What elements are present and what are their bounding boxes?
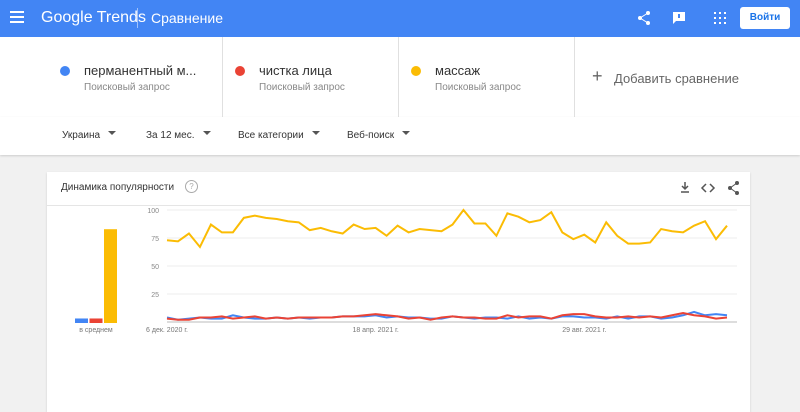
add-icon[interactable]: + bbox=[592, 66, 603, 86]
header: Google Trends Сравнение Войти bbox=[0, 0, 800, 37]
share-icon[interactable] bbox=[728, 181, 739, 195]
y-tick-label: 75 bbox=[151, 236, 159, 243]
download-icon[interactable] bbox=[681, 182, 689, 193]
line bbox=[166, 208, 728, 249]
term-name: перманентный м... bbox=[84, 63, 197, 78]
embed-icon[interactable] bbox=[700, 183, 716, 193]
term-card[interactable]: массаж Поисковый запрос bbox=[399, 37, 575, 117]
x-tick-label: 18 апр. 2021 г. bbox=[352, 327, 398, 334]
filter[interactable]: Украина bbox=[62, 130, 116, 141]
filters-bar: Украина За 12 мес. Все категории Веб-пои… bbox=[0, 117, 800, 155]
x-tick-label: 6 дек. 2020 г. bbox=[146, 327, 188, 334]
bar bbox=[104, 229, 117, 323]
y-tick-label: 25 bbox=[151, 292, 159, 299]
term-dot bbox=[411, 66, 421, 76]
x-tick-label: 29 авг. 2021 г. bbox=[562, 327, 606, 334]
term-card[interactable]: чистка лица Поисковый запрос bbox=[223, 37, 399, 117]
add-comparison[interactable]: Добавить сравнение bbox=[614, 71, 740, 86]
sign-in-button[interactable]: Войти bbox=[740, 7, 790, 29]
line bbox=[166, 312, 728, 321]
term-subtitle: Поисковый запрос bbox=[259, 82, 345, 93]
divider bbox=[137, 8, 138, 28]
term-subtitle: Поисковый запрос bbox=[84, 82, 170, 93]
help-icon[interactable]: ? bbox=[185, 180, 198, 193]
term-subtitle: Поисковый запрос bbox=[435, 82, 521, 93]
section-title: Сравнение bbox=[151, 10, 223, 26]
bar bbox=[75, 318, 88, 323]
apps-icon[interactable] bbox=[714, 12, 726, 24]
y-tick-label: 50 bbox=[151, 264, 159, 271]
chart-card: Динамика популярности ? в среднем 25 50 75 1… bbox=[47, 172, 750, 412]
chart: в среднем 25 50 75 100 6 дек. 2020 г. 18 апр. … bbox=[75, 208, 737, 334]
feedback-icon[interactable] bbox=[672, 11, 686, 25]
term-name: массаж bbox=[435, 63, 481, 78]
x-tick-label: в среднем bbox=[79, 327, 113, 334]
card-actions bbox=[681, 181, 739, 195]
filter[interactable]: Все категории bbox=[238, 130, 320, 141]
term-dot bbox=[235, 66, 245, 76]
term-dot bbox=[60, 66, 70, 76]
filter[interactable]: За 12 мес. bbox=[146, 130, 211, 141]
terms-bar: перманентный м... Поисковый запрос чистка… bbox=[0, 37, 800, 118]
divider bbox=[47, 205, 750, 206]
share-icon[interactable] bbox=[636, 10, 652, 26]
card-title: Динамика популярности bbox=[61, 182, 175, 193]
term-name: чистка лица bbox=[259, 63, 332, 78]
logo[interactable]: Google Trends bbox=[41, 9, 146, 26]
bar bbox=[89, 318, 103, 323]
y-tick-label: 100 bbox=[147, 208, 159, 215]
menu-icon[interactable] bbox=[10, 11, 24, 23]
filter[interactable]: Веб-поиск bbox=[347, 130, 410, 141]
term-card[interactable]: перманентный м... Поисковый запрос bbox=[48, 37, 223, 117]
